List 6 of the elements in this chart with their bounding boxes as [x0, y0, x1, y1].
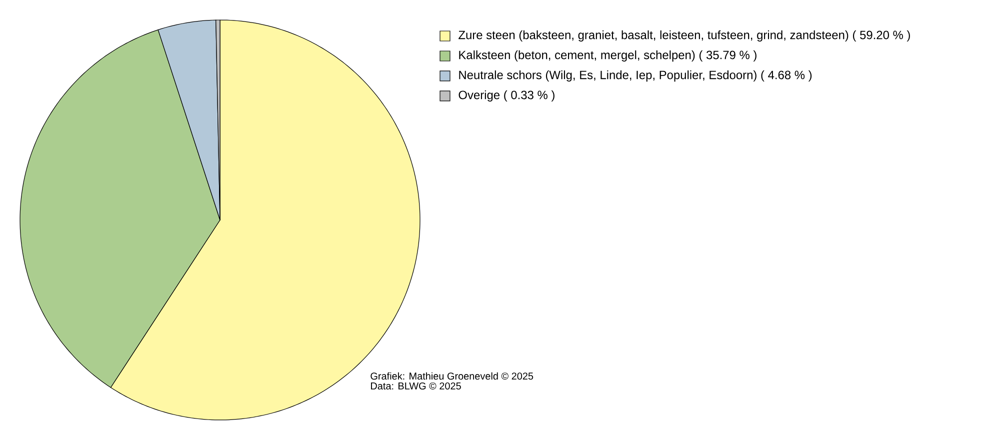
legend-label: Neutrale schors (Wilg, Es, Linde, Iep, Populier, Esdoorn) ( 4.68 % ) [459, 70, 812, 82]
legend-label: Kalksteen (beton, cement, mergel, schelpen) ( 35.79 % ) [459, 50, 756, 62]
text: Data: BLWG © 2025 [371, 382, 461, 390]
text: Grafiek: Mathieu Groeneveld © 2025 [370, 372, 534, 380]
legend-label: Zure steen (baksteen, graniet, basalt, leisteen, tufsteen, grind, zandsteen) ( 59.20 % ) [458, 30, 910, 42]
legend-label: Overige ( 0.33 % ) [458, 90, 554, 102]
